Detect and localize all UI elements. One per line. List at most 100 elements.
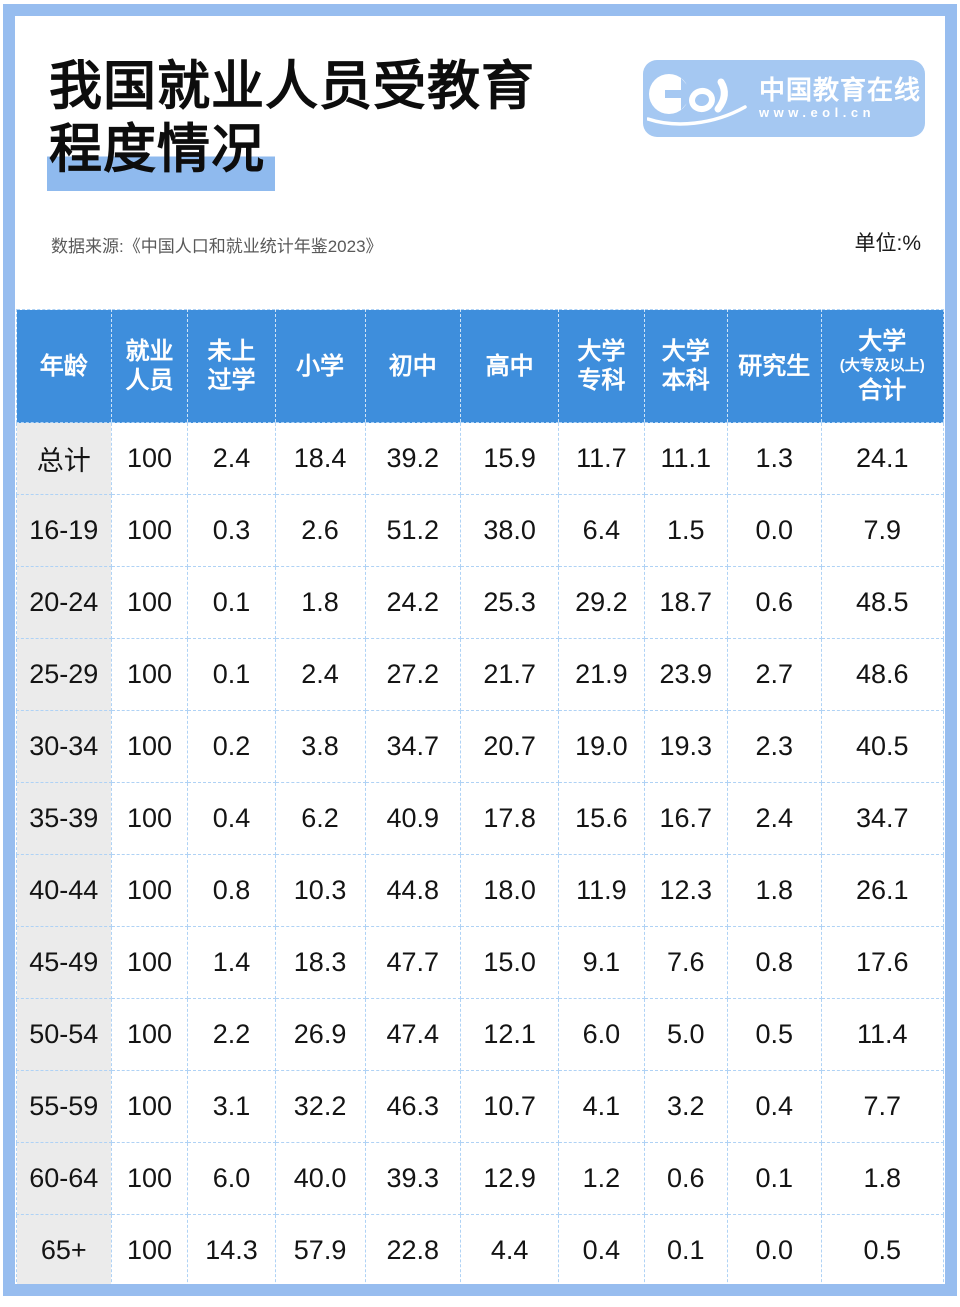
data-cell: 26.9 bbox=[274, 998, 366, 1072]
data-cell: 6.0 bbox=[187, 1142, 276, 1216]
header-cell: 大学 专科 bbox=[558, 309, 645, 424]
row-label: 总计 bbox=[16, 422, 112, 496]
data-cell: 1.3 bbox=[726, 422, 822, 496]
row-label: 60-64 bbox=[16, 1142, 112, 1216]
header-cell: 高中 bbox=[459, 309, 559, 424]
row-label: 40-44 bbox=[16, 854, 112, 928]
data-cell: 0.1 bbox=[726, 1142, 822, 1216]
education-table: 年龄 就业 人员 未上 过学 小学 初中 高中 大学 专科 大学 本科 研究生 大学 (大专及以上) 合计 总… bbox=[16, 309, 945, 1284]
header-cell: 未上 过学 bbox=[187, 309, 276, 424]
data-cell: 47.4 bbox=[364, 998, 461, 1072]
data-cell: 48.5 bbox=[820, 566, 945, 640]
data-cell: 0.5 bbox=[820, 1214, 945, 1284]
data-cell: 18.7 bbox=[643, 566, 728, 640]
row-label: 45-49 bbox=[16, 926, 112, 1000]
data-cell: 4.1 bbox=[558, 1070, 645, 1144]
data-cell: 32.2 bbox=[274, 1070, 366, 1144]
data-cell: 5.0 bbox=[643, 998, 728, 1072]
table-row: 总计 100 2.4 18.4 39.2 15.9 11.7 11.1 1.3 24.1 bbox=[16, 422, 945, 496]
data-cell: 100 bbox=[110, 1142, 189, 1216]
data-cell: 39.2 bbox=[364, 422, 461, 496]
data-cell: 0.8 bbox=[187, 854, 276, 928]
data-cell: 3.8 bbox=[274, 710, 366, 784]
table-row: 55-59 100 3.1 32.2 46.3 10.7 4.1 3.2 0.4 7.7 bbox=[16, 1070, 945, 1144]
data-cell: 46.3 bbox=[364, 1070, 461, 1144]
table-row: 35-39 100 0.4 6.2 40.9 17.8 15.6 16.7 2.4 34.7 bbox=[16, 782, 945, 856]
row-label: 55-59 bbox=[16, 1070, 112, 1144]
data-cell: 22.8 bbox=[364, 1214, 461, 1284]
logo-url: www.eol.cn bbox=[758, 105, 876, 120]
data-cell: 44.8 bbox=[364, 854, 461, 928]
table-row: 20-24 100 0.1 1.8 24.2 25.3 29.2 18.7 0.6 48.5 bbox=[16, 566, 945, 640]
data-cell: 40.0 bbox=[274, 1142, 366, 1216]
page-frame: 我国就业人员受教育 程度情况 中国教育在线 www.eol.cn bbox=[3, 4, 957, 1296]
data-cell: 1.5 bbox=[643, 494, 728, 568]
data-cell: 18.0 bbox=[459, 854, 560, 928]
header-cell: 小学 bbox=[274, 309, 366, 424]
data-cell: 0.0 bbox=[726, 494, 822, 568]
data-cell: 17.8 bbox=[459, 782, 560, 856]
data-cell: 7.7 bbox=[820, 1070, 945, 1144]
data-cell: 0.1 bbox=[643, 1214, 728, 1284]
table-row: 50-54 100 2.2 26.9 47.4 12.1 6.0 5.0 0.5 11.4 bbox=[16, 998, 945, 1072]
data-cell: 18.3 bbox=[274, 926, 366, 1000]
data-cell: 2.4 bbox=[726, 782, 822, 856]
data-cell: 6.0 bbox=[558, 998, 645, 1072]
data-cell: 19.3 bbox=[643, 710, 728, 784]
unit-label: 单位:% bbox=[854, 232, 921, 256]
data-cell: 21.7 bbox=[459, 638, 560, 712]
data-cell: 24.2 bbox=[364, 566, 461, 640]
data-cell: 34.7 bbox=[364, 710, 461, 784]
header: 我国就业人员受教育 程度情况 中国教育在线 www.eol.cn bbox=[15, 16, 945, 192]
table-row: 25-29 100 0.1 2.4 27.2 21.7 21.9 23.9 2.7 48.6 bbox=[16, 638, 945, 712]
data-cell: 100 bbox=[110, 566, 189, 640]
data-cell: 2.4 bbox=[274, 638, 366, 712]
data-cell: 7.6 bbox=[643, 926, 728, 1000]
data-cell: 17.6 bbox=[820, 926, 945, 1000]
data-cell: 3.1 bbox=[187, 1070, 276, 1144]
data-cell: 1.2 bbox=[558, 1142, 645, 1216]
data-cell: 24.1 bbox=[820, 422, 945, 496]
data-cell: 2.7 bbox=[726, 638, 822, 712]
data-cell: 100 bbox=[110, 638, 189, 712]
row-label: 16-19 bbox=[16, 494, 112, 568]
data-cell: 0.1 bbox=[187, 638, 276, 712]
data-cell: 100 bbox=[110, 998, 189, 1072]
data-cell: 11.1 bbox=[643, 422, 728, 496]
data-cell: 20.7 bbox=[459, 710, 560, 784]
data-cell: 0.1 bbox=[187, 566, 276, 640]
table-row: 30-34 100 0.2 3.8 34.7 20.7 19.0 19.3 2.3 40.5 bbox=[16, 710, 945, 784]
eol-logo-panel: 中国教育在线 www.eol.cn bbox=[643, 60, 925, 137]
data-cell: 29.2 bbox=[558, 566, 645, 640]
header-cell: 年龄 bbox=[16, 309, 112, 424]
data-cell: 51.2 bbox=[364, 494, 461, 568]
data-cell: 27.2 bbox=[364, 638, 461, 712]
data-cell: 4.4 bbox=[459, 1214, 560, 1284]
data-cell: 0.2 bbox=[187, 710, 276, 784]
data-cell: 16.7 bbox=[643, 782, 728, 856]
data-cell: 25.3 bbox=[459, 566, 560, 640]
logo-name: 中国教育在线 bbox=[758, 75, 921, 105]
table-body: 总计 100 2.4 18.4 39.2 15.9 11.7 11.1 1.3 24.1 16-19… bbox=[16, 422, 945, 1284]
data-cell: 12.9 bbox=[459, 1142, 560, 1216]
logo-text: 中国教育在线 www.eol.cn bbox=[759, 76, 921, 121]
row-label: 25-29 bbox=[16, 638, 112, 712]
row-label: 65+ bbox=[16, 1214, 112, 1284]
table-row: 60-64 100 6.0 40.0 39.3 12.9 1.2 0.6 0.1 1.8 bbox=[16, 1142, 945, 1216]
data-cell: 1.4 bbox=[187, 926, 276, 1000]
row-label: 20-24 bbox=[16, 566, 112, 640]
data-cell: 1.8 bbox=[820, 1142, 945, 1216]
table-row: 40-44 100 0.8 10.3 44.8 18.0 11.9 12.3 1.8 26.1 bbox=[16, 854, 945, 928]
data-cell: 26.1 bbox=[820, 854, 945, 928]
data-cell: 19.0 bbox=[558, 710, 645, 784]
data-cell: 0.4 bbox=[187, 782, 276, 856]
data-cell: 15.9 bbox=[459, 422, 560, 496]
meta-row: 数据来源:《中国人口和就业统计年鉴2023》 单位:% bbox=[15, 227, 945, 257]
data-cell: 23.9 bbox=[643, 638, 728, 712]
data-cell: 18.4 bbox=[274, 422, 366, 496]
data-cell: 1.8 bbox=[726, 854, 822, 928]
data-cell: 21.9 bbox=[558, 638, 645, 712]
data-cell: 0.8 bbox=[726, 926, 822, 1000]
data-cell: 2.4 bbox=[187, 422, 276, 496]
table-wrapper: 年龄 就业 人员 未上 过学 小学 初中 高中 大学 专科 大学 本科 研究生 大学 (大专及以上) 合计 总… bbox=[15, 309, 945, 1284]
